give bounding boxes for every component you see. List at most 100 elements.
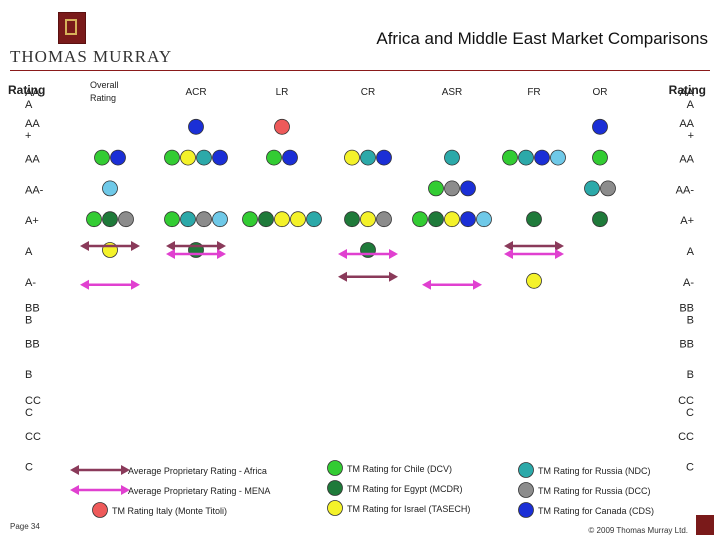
y-label-left-12: C — [25, 462, 33, 474]
rating-dot-overall-rating-aa — [94, 149, 110, 166]
rating-dot-lr-aa — [282, 149, 298, 166]
range-arrow-africa-acr-head-right — [217, 241, 226, 251]
legend-label-6: TM Rating for Russia (NDC) — [538, 466, 651, 476]
legend-dot-4 — [327, 480, 343, 496]
range-arrow-mena-fr-head-left — [504, 249, 513, 259]
legend-arrow-1-head-left — [70, 485, 79, 495]
rating-dot-asr-aaminus — [444, 180, 460, 197]
legend-arrow-0-head-left — [70, 465, 79, 475]
rating-dot-asr-aaminus — [428, 180, 444, 197]
rating-dot-fr-aminus — [526, 272, 542, 289]
range-arrow-africa-fr-head-right — [555, 241, 564, 251]
y-label-right-4: A+ — [680, 215, 694, 227]
rating-dot-cr-aplus — [376, 211, 392, 228]
rating-dot-acr-aa — [196, 149, 212, 166]
rating-dot-asr-aplus — [444, 211, 460, 228]
rating-dot-acr-aplus — [196, 211, 212, 228]
rating-dot-overall-rating-aplus — [102, 211, 118, 228]
range-arrow-africa-acr-head-left — [166, 241, 175, 251]
legend-label-7: TM Rating for Russia (DCC) — [538, 486, 651, 496]
rating-dot-asr-aa — [444, 149, 460, 166]
column-header-cr: CR — [361, 87, 375, 98]
y-label-right-12: C — [686, 462, 694, 474]
column-header-overall-1: Overall — [90, 80, 119, 90]
range-arrow-africa-cr-head-left — [338, 271, 347, 282]
range-arrow-africa-overall-rating-head-right — [131, 241, 140, 251]
y-label-right-8: BB — [679, 338, 694, 350]
range-arrow-mena-acr-head-left — [166, 249, 175, 259]
rating-dot-asr-aplus — [460, 211, 476, 228]
rating-dot-fr-aa — [518, 149, 534, 166]
range-arrow-mena-cr-head-left — [338, 249, 347, 259]
range-arrow-africa-fr-head-left — [504, 241, 513, 251]
rating-dot-or-aaplus — [592, 118, 608, 135]
y-label-left-0: AA A — [25, 87, 40, 111]
range-arrow-africa-cr-head-right — [389, 271, 398, 282]
y-label-right-0: AA A — [679, 87, 694, 111]
right-axis-header: Rating — [669, 83, 706, 97]
rating-dot-acr-aplus — [212, 211, 228, 228]
legend-label-0: Average Proprietary Rating - Africa — [128, 466, 267, 476]
rating-dot-fr-aplus — [526, 211, 542, 228]
rating-dot-acr-aplus — [164, 211, 180, 228]
rating-dot-overall-rating-aplus — [118, 211, 134, 228]
legend-dot-2 — [92, 502, 108, 518]
rating-dot-or-aaminus — [600, 180, 616, 197]
range-arrow-mena-asr-head-left — [422, 279, 431, 290]
rating-dot-asr-aaminus — [460, 180, 476, 197]
y-label-right-9: B — [687, 369, 694, 381]
y-label-left-1: AA + — [25, 118, 40, 142]
rating-dot-asr-aplus — [428, 211, 444, 228]
legend-label-8: TM Rating for Canada (CDS) — [538, 506, 654, 516]
range-arrow-mena-acr-head-right — [217, 249, 226, 259]
y-label-left-10: CC C — [25, 395, 41, 419]
rating-dot-lr-aplus — [274, 211, 290, 228]
column-header-lr: LR — [276, 87, 289, 98]
rating-dot-lr-aplus — [258, 211, 274, 228]
header-rule — [10, 70, 710, 71]
footer-logo — [696, 515, 714, 535]
y-label-left-6: A- — [25, 277, 36, 289]
y-label-right-7: BB B — [679, 303, 694, 327]
legend-label-5: TM Rating for Israel (TASECH) — [347, 504, 470, 514]
y-label-left-5: A — [25, 246, 33, 258]
range-arrow-mena-asr-head-right — [473, 279, 482, 290]
rating-dot-lr-aplus — [306, 211, 322, 228]
range-arrow-mena-overall-rating-head-right — [131, 279, 140, 290]
rating-dot-acr-aa — [212, 149, 228, 166]
rating-dot-overall-rating-aaminus — [102, 180, 118, 197]
rating-dot-acr-aa — [164, 149, 180, 166]
rating-dot-fr-aa — [502, 149, 518, 166]
rating-dot-asr-aplus — [476, 211, 492, 228]
column-header-acr: ACR — [185, 87, 206, 98]
legend-arrow-1-head-right — [121, 485, 130, 495]
column-header-or: OR — [593, 87, 608, 98]
rating-dot-overall-rating-aplus — [86, 211, 102, 228]
rating-dot-fr-aa — [550, 149, 566, 166]
rating-dot-acr-aplus — [180, 211, 196, 228]
legend-label-2: TM Rating Italy (Monte Titoli) — [112, 506, 227, 516]
y-label-right-6: A- — [683, 277, 694, 289]
legend-dot-5 — [327, 500, 343, 516]
legend-arrow-0-head-right — [121, 465, 130, 475]
rating-dot-or-aa — [592, 149, 608, 166]
legend-dot-7 — [518, 482, 534, 498]
y-label-left-11: CC — [25, 431, 41, 443]
legend-dot-3 — [327, 460, 343, 476]
rating-dot-lr-aa — [266, 149, 282, 166]
rating-dot-acr-aaplus — [188, 118, 204, 135]
rating-dot-lr-aplus — [242, 211, 258, 228]
legend-label-4: TM Rating for Egypt (MCDR) — [347, 484, 463, 494]
brand-logo — [58, 12, 86, 44]
legend-label-1: Average Proprietary Rating - MENA — [128, 486, 270, 496]
rating-dot-lr-aplus — [290, 211, 306, 228]
y-label-right-5: A — [687, 246, 695, 258]
column-header-overall-2: Rating — [90, 93, 116, 103]
range-arrow-mena-cr-head-right — [389, 249, 398, 259]
rating-dot-overall-rating-aa — [110, 149, 126, 166]
rating-dot-cr-aa — [344, 149, 360, 166]
rating-dot-cr-aa — [360, 149, 376, 166]
y-label-left-4: A+ — [25, 215, 39, 227]
rating-dot-cr-aa — [376, 149, 392, 166]
